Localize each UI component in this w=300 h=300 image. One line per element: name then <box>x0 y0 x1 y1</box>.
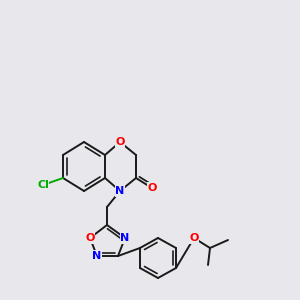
Text: O: O <box>115 137 125 147</box>
Text: N: N <box>92 251 102 261</box>
Text: N: N <box>116 186 124 196</box>
Text: O: O <box>147 183 157 193</box>
Text: Cl: Cl <box>37 180 49 190</box>
Text: O: O <box>85 233 95 243</box>
Text: N: N <box>120 233 130 243</box>
Text: O: O <box>189 233 199 243</box>
